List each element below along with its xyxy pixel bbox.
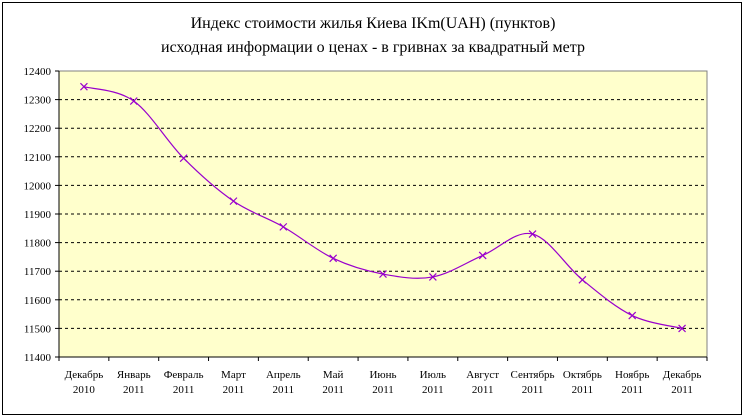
x-tick-label-month: Ноябрь (615, 369, 649, 381)
data-point-marker (229, 197, 238, 206)
x-tick-label-month: Декабрь (663, 369, 702, 381)
data-point-marker (578, 275, 587, 284)
y-tick-label: 12200 (24, 123, 52, 135)
chart-subtitle: исходная информации о ценах - в гривнах … (161, 39, 585, 56)
x-tick-label-month: Июль (420, 369, 446, 381)
data-point-marker (329, 254, 338, 263)
y-tick-label: 11600 (24, 295, 52, 307)
x-tick-label-year: 2010 (73, 384, 96, 396)
x-tick-label-year: 2011 (372, 384, 394, 396)
y-tick-label: 12300 (24, 95, 52, 107)
x-tick-label-month: Август (466, 369, 499, 381)
data-point-marker (678, 324, 687, 333)
x-tick-label-year: 2011 (522, 384, 544, 396)
y-tick-label: 12000 (24, 180, 52, 192)
data-point-marker (478, 251, 487, 260)
x-tick-label-year: 2011 (572, 384, 594, 396)
x-tick-label-year: 2011 (322, 384, 344, 396)
chart-title: Индекс стоимости жилья Киева IKm(UAH) (п… (190, 15, 556, 32)
x-tick-label-year: 2011 (123, 384, 145, 396)
data-point-marker (628, 311, 637, 320)
x-tick-label-month: Май (323, 369, 344, 381)
x-tick-label-month: Март (221, 369, 246, 381)
data-point-marker (179, 154, 188, 163)
data-point-marker (129, 97, 138, 105)
y-tick-label: 11900 (24, 209, 52, 221)
x-tick-label-month: Декабрь (65, 369, 104, 381)
x-tick-label-month: Январь (117, 369, 151, 381)
data-point-marker (79, 82, 88, 91)
x-tick-label-year: 2011 (621, 384, 643, 396)
x-tick-label-month: Февраль (164, 369, 204, 381)
x-tick-label-month: Сентябрь (510, 369, 554, 381)
x-tick-label-month: Октябрь (563, 369, 602, 381)
data-point-marker (379, 270, 387, 278)
y-tick-label: 11500 (24, 323, 52, 335)
x-tick-label-month: Июнь (369, 369, 396, 381)
x-tick-label-year: 2011 (422, 384, 444, 396)
data-point-marker (528, 230, 537, 238)
y-tick-label: 11700 (24, 266, 52, 278)
y-tick-label: 12400 (24, 66, 52, 78)
x-tick-label-year: 2011 (472, 384, 494, 396)
x-tick-label-year: 2011 (223, 384, 245, 396)
x-tick-label-year: 2011 (273, 384, 295, 396)
x-tick-label-year: 2011 (173, 384, 195, 396)
y-tick-label: 12100 (24, 152, 52, 164)
y-tick-label: 11400 (24, 352, 52, 364)
y-tick-label: 11800 (24, 238, 52, 250)
data-point-marker (428, 272, 437, 281)
data-point-marker (279, 222, 288, 231)
x-tick-label-year: 2011 (671, 384, 693, 396)
x-tick-label-month: Апрель (266, 369, 301, 381)
